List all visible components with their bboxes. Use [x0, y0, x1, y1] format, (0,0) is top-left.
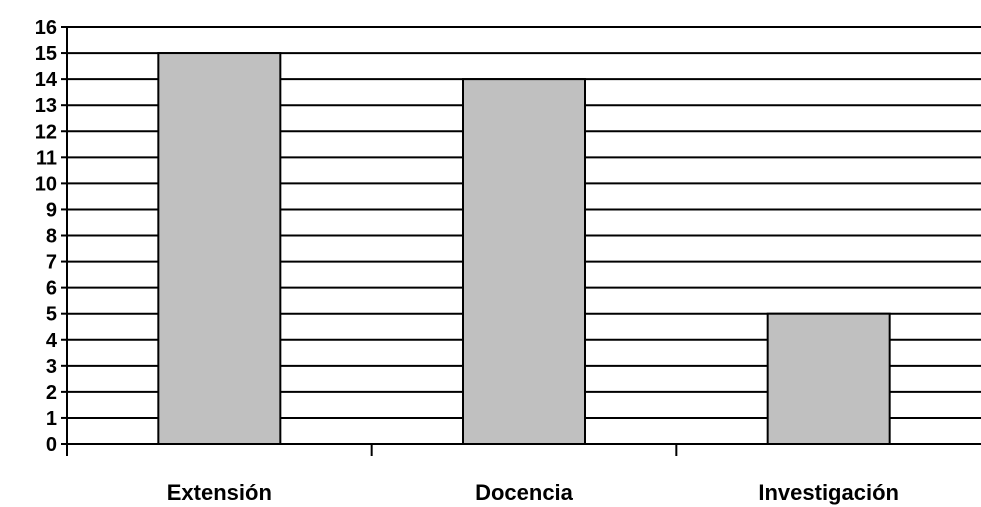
y-tick-label: 2 — [46, 382, 57, 404]
bar-investigación — [766, 312, 891, 445]
y-tick-label: 6 — [46, 278, 57, 300]
y-tick-label: 7 — [46, 252, 57, 274]
y-tick-label: 4 — [46, 330, 58, 352]
axes — [61, 26, 981, 456]
y-tick-label: 1 — [46, 408, 57, 430]
y-tick-label: 0 — [46, 434, 57, 456]
y-tick-label: 10 — [35, 173, 57, 195]
bars — [157, 52, 891, 445]
y-tick-label: 13 — [35, 95, 57, 117]
x-category-label: Extensión — [167, 480, 272, 505]
y-tick-label: 12 — [35, 121, 57, 143]
y-tick-label: 5 — [46, 304, 57, 326]
y-tick-label: 8 — [46, 226, 57, 248]
y-tick-label: 11 — [36, 147, 57, 169]
x-category-label: Docencia — [475, 480, 574, 505]
y-tick-label: 15 — [35, 43, 57, 65]
bar-docencia — [462, 78, 586, 445]
x-category-label: Investigación — [758, 480, 899, 505]
y-tick-label: 16 — [35, 17, 57, 39]
y-tick-label: 3 — [46, 356, 57, 378]
category-labels: Extensión Docencia Investigación — [167, 480, 899, 505]
y-tick-label: 9 — [46, 199, 57, 221]
bar-extensión — [157, 52, 282, 445]
y-tick-label: 14 — [35, 69, 58, 91]
